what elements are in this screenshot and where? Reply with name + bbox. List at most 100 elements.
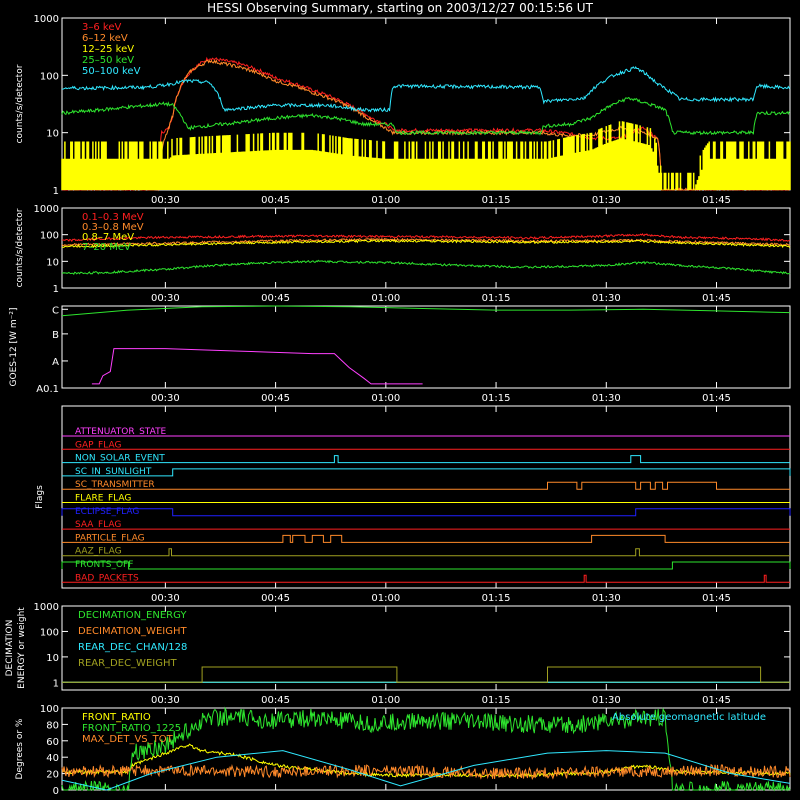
plot-frame: [61, 605, 791, 691]
x-tick-label: 01:45: [702, 393, 731, 404]
y-axis-label: Degrees or %: [15, 718, 25, 779]
x-tick-label: 01:15: [482, 195, 511, 206]
x-tick-label: 01:45: [702, 593, 731, 604]
panel-3: A0.1 A B C GOES-12 [W m⁻²] 00:30 00:45 01:00 01:…: [9, 305, 791, 404]
series-line: [62, 233, 790, 242]
x-tick-label: 01:30: [592, 195, 621, 206]
x-tick-label: 00:30: [151, 195, 180, 206]
x-tick-label: 01:45: [702, 195, 731, 206]
y-tick-label: A: [52, 357, 59, 368]
flag-label: AAZ_FLAG: [75, 547, 122, 557]
x-tick-label: 00:30: [151, 593, 180, 604]
y-tick-label: 100: [40, 704, 59, 715]
flag-label: PARTICLE_FLAG: [75, 533, 145, 543]
x-tick-label: 00:45: [261, 195, 290, 206]
x-tick-label: 00:30: [151, 393, 180, 404]
y-axis-label: counts/s/detector: [15, 208, 25, 287]
flag-label: FLARE_FLAG: [75, 494, 131, 504]
x-tick-label: 01:15: [482, 393, 511, 404]
y-axis-label: GOES-12 [W m⁻²]: [9, 308, 19, 387]
legend-entry: 50–100 keV: [82, 66, 141, 77]
flag-line: [62, 468, 791, 477]
y-axis-label: Flags: [35, 485, 45, 509]
series-line: [61, 305, 791, 317]
series-line: [61, 65, 791, 113]
y-tick-label: 60: [46, 737, 59, 748]
legend-entry: 7–20 MeV: [82, 242, 131, 253]
legend-entry: MAX_DET_VS_TOT: [82, 734, 174, 745]
y-tick-label: 0: [53, 786, 59, 797]
legend-entry: DECIMATION_WEIGHT: [78, 626, 187, 637]
flag-line: [62, 481, 790, 490]
legend-entry: REAR_DEC_WEIGHT: [78, 658, 177, 669]
y-tick-label: A0.1: [36, 384, 59, 395]
x-tick-label: 01:30: [592, 293, 621, 304]
y-tick-label: C: [52, 305, 59, 316]
legend-entry: FRONT_RATIO_1225: [82, 723, 181, 734]
y-tick-label: 10: [46, 257, 59, 268]
x-tick-label: 01:15: [482, 593, 511, 604]
series-line: [61, 706, 791, 792]
x-tick-label: 01:00: [371, 593, 400, 604]
y-axis-label: ENERGY or weight: [17, 607, 27, 689]
flag-line: [61, 508, 791, 517]
x-tick-label: 01:15: [482, 695, 511, 706]
y-tick-label: 100: [40, 627, 59, 638]
legend-entry: 12–25 keV: [82, 44, 134, 55]
legend-entry: 0.1–0.3 MeV: [82, 212, 144, 223]
series-line: [62, 666, 790, 683]
y-tick-label: 20: [46, 770, 59, 781]
panel-6: 0 20 40 60 80 100 FRONT_RATIOFRONT_RATIO_1225M…: [15, 704, 791, 797]
annotation: Absolute geomagnetic latitude: [612, 712, 766, 723]
x-tick-label: 01:15: [482, 293, 511, 304]
legend-entry: 0.8–7 MeV: [82, 232, 134, 243]
legend-entry: 6–12 keV: [82, 33, 128, 44]
series-line: [61, 237, 791, 247]
panel-4: ATTENUATOR_STATE GAP_FLAG NON_SOLAR_EVENT S…: [35, 405, 791, 604]
y-tick-label: 40: [46, 753, 59, 764]
x-tick-label: 01:45: [702, 293, 731, 304]
y-tick-label: 1: [53, 284, 59, 295]
y-tick-label: 1000: [34, 204, 59, 215]
series-line: [61, 750, 791, 791]
plot-frame: [61, 707, 791, 791]
flag-line: [61, 561, 791, 570]
y-tick-label: 100: [40, 71, 59, 82]
y-tick-label: 1000: [34, 14, 59, 25]
flag-label: SC_IN_SUNLIGHT: [75, 467, 152, 477]
y-tick-label: 1000: [34, 602, 59, 613]
x-tick-label: 00:45: [261, 393, 290, 404]
x-tick-label: 01:00: [371, 195, 400, 206]
flag-label: FRONTS_OFF: [75, 560, 133, 570]
flag-label: ECLIPSE_FLAG: [75, 507, 139, 517]
legend-entry: FRONT_RATIO: [82, 712, 151, 723]
series-line: [61, 121, 791, 190]
panel-5: 1 10 100 1000 DECIMATION_ENERGY DECIMATION_WE…: [5, 602, 791, 706]
series-line: [91, 348, 423, 385]
flag-label: SAA_FLAG: [75, 520, 121, 530]
x-tick-label: 00:45: [261, 593, 290, 604]
y-tick-label: B: [52, 330, 59, 341]
x-tick-label: 01:45: [702, 695, 731, 706]
flag-line: [62, 455, 790, 464]
series-line: [61, 97, 791, 136]
legend-entry: REAR_DEC_CHAN/128: [78, 642, 187, 653]
chart-title: HESSI Observing Summary, starting on 200…: [207, 1, 593, 15]
x-tick-label: 01:00: [371, 393, 400, 404]
y-tick-label: 1: [53, 678, 59, 689]
x-tick-label: 01:30: [592, 695, 621, 706]
y-tick-label: 80: [46, 720, 59, 731]
plot-frame: [61, 305, 791, 389]
flag-label: ATTENUATOR_STATE: [75, 427, 167, 437]
series-line: [61, 259, 791, 276]
legend-entry: 3–6 keV: [82, 22, 121, 33]
legend-entry: 0.3–0.8 MeV: [82, 222, 144, 233]
legend-entry: DECIMATION_ENERGY: [78, 610, 187, 621]
x-tick-label: 01:30: [592, 593, 621, 604]
plot-frame: [61, 405, 791, 589]
flag-label: NON_SOLAR_EVENT: [75, 454, 165, 464]
y-tick-label: 10: [46, 653, 59, 664]
flag-line: [62, 534, 790, 543]
